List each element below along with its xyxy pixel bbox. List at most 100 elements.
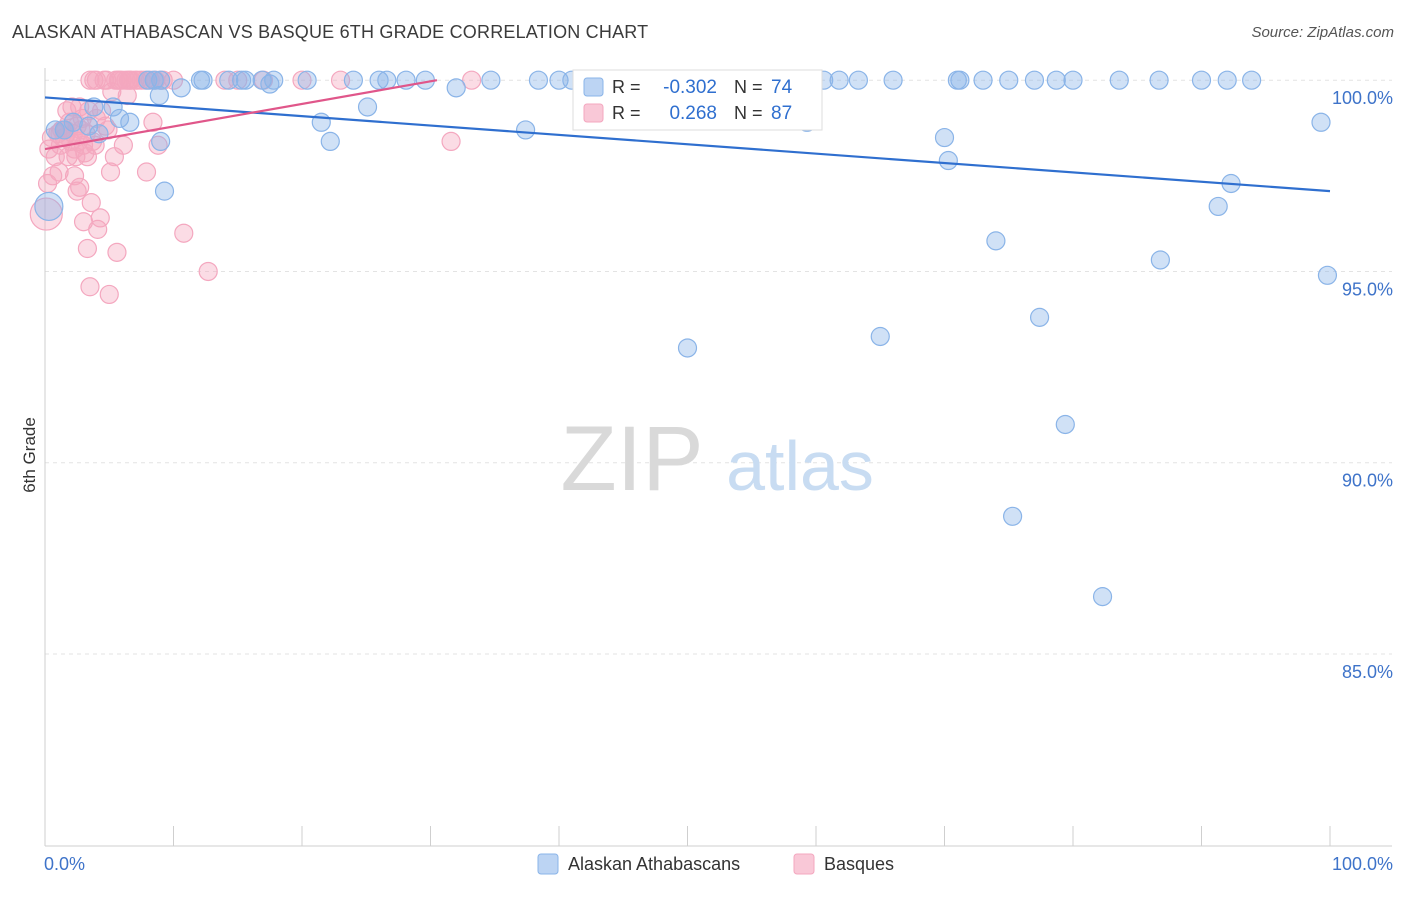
athabascan-point-65 [1055,414,1075,435]
athabascan-point-52 [870,326,890,347]
athabascan-point-53 [883,70,903,90]
athabascan-point-18 [193,70,213,90]
athabascan-point-36 [515,120,536,140]
y-tick-labels: 100.0% 95.0% 90.0% 85.0% [1332,88,1393,682]
athabascan-point-50 [829,70,849,90]
athabascan-point-28 [343,70,363,90]
athabascan-point-15 [154,181,175,201]
athabascan-point-13 [151,70,171,90]
x-tick-label-1: 100.0% [1332,854,1393,874]
basque-point-86 [462,70,482,90]
athabascan-point-30 [369,70,389,90]
basque-point-79 [198,261,218,282]
athabascan-point-24 [264,70,284,90]
athabascan-point-27 [320,131,340,152]
basque-point-70 [136,162,157,182]
stats-n-label-athabascans: N = [734,77,763,97]
athabascan-point-8 [109,108,130,129]
watermark-zip: ZIP [560,408,703,510]
legend-swatch-athabascans [537,853,559,875]
athabascan-point-62 [1024,70,1045,90]
legend: Alaskan Athabascans Basques [537,853,894,875]
x-tick-label-0: 0.0% [44,854,85,874]
athabascan-point-31 [377,70,397,90]
athabascan-point-69 [1150,250,1170,270]
axes [44,68,1392,847]
athabascan-point-75 [1311,112,1331,132]
y-tick-label-2: 90.0% [1342,471,1393,491]
athabascan-point-71 [1208,196,1228,217]
y-tick-label-1: 95.0% [1342,279,1393,299]
athabascan-point-34 [446,78,466,98]
athabascan-point-60 [999,70,1019,90]
basque-point-44 [88,219,108,239]
athabascan-point-70 [1191,70,1212,90]
athabascan-point-51 [848,70,869,90]
series-alaskan-athabascans [34,70,1338,607]
x-tick-labels: 0.0% 100.0% [44,854,1393,874]
athabascan-point-21 [235,70,256,90]
athabascan-point-59 [986,231,1006,251]
athabascan-point-42 [677,338,698,358]
athabascan-point-5 [84,97,104,117]
athabascan-point-74 [1242,70,1262,90]
basque-point-33 [77,147,98,167]
legend-label-athabascans: Alaskan Athabascans [568,854,740,874]
chart-source: Source: ZipAtlas.com [1251,24,1394,41]
athabascan-point-64 [1046,70,1066,90]
stats-swatch-athabascans [583,77,604,97]
athabascan-point-9 [120,112,140,132]
athabascan-point-29 [357,97,378,117]
athabascan-point-61 [1003,506,1023,526]
athabascan-point-12 [149,85,169,106]
athabascan-point-23 [260,74,280,94]
basque-point-52 [100,162,121,182]
gridlines [45,79,1392,655]
athabascan-point-11 [144,70,164,90]
athabascan-point-76 [1317,265,1338,285]
basque-point-72 [143,112,163,132]
athabascan-point-58 [973,70,993,90]
stats-n-label-basques: N = [734,103,763,123]
basque-point-20 [64,166,85,186]
stats-swatch-basques [583,103,604,123]
athabascan-point-3 [63,112,83,132]
basque-point-78 [174,223,194,243]
legend-swatch-basques [793,853,815,875]
athabascan-point-57 [950,70,970,90]
athabascan-point-54 [934,127,955,148]
athabascan-point-72 [1217,70,1237,90]
stats-n-value-basques: 87 [771,103,792,124]
athabascan-point-55 [938,150,958,171]
trend-lines [44,79,1331,193]
athabascan-trend-line [44,96,1331,193]
basque-point-42 [86,70,107,90]
y-tick-label-0: 100.0% [1332,88,1393,108]
stats-legend: R = -0.302 N = 74 R = 0.268 N = 87 [572,69,823,131]
basque-point-38 [81,193,101,213]
stats-r-value-athabascans: -0.302 [663,77,717,98]
basque-point-25 [70,177,90,197]
basque-point-51 [99,284,119,305]
basque-point-7 [49,162,69,182]
basque-point-45 [90,208,110,228]
athabascan-point-25 [297,70,317,90]
athabascan-point-67 [1109,70,1129,90]
basque-point-85 [441,131,461,152]
basque-point-0 [29,197,63,231]
basque-point-34 [77,238,98,259]
watermark: ZIP atlas [560,408,874,510]
athabascan-point-63 [1029,307,1050,327]
y-axis-title: 6th Grade [20,417,39,493]
athabascan-point-26 [311,112,331,132]
athabascan-point-35 [481,70,501,90]
athabascan-point-14 [151,131,171,152]
athabascan-point-16 [171,78,191,98]
athabascan-point-4 [79,116,99,136]
stats-n-value-athabascans: 74 [771,77,793,98]
athabascan-point-68 [1149,70,1169,90]
stats-r-label-basques: R = [612,103,641,123]
basque-point-60 [113,135,133,155]
